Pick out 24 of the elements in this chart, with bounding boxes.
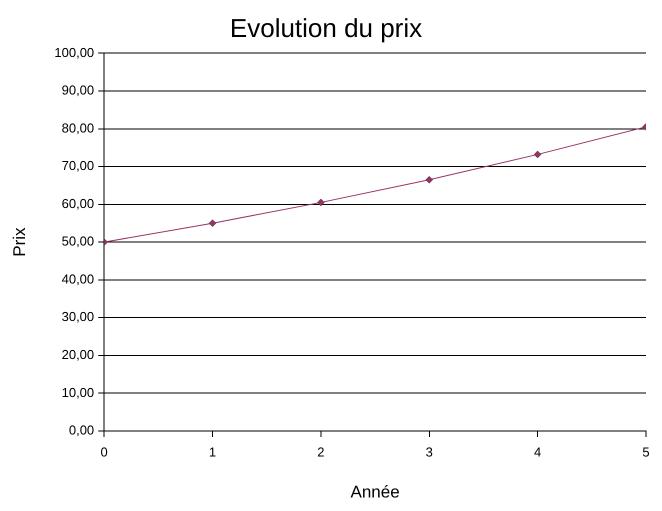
y-tick-label: 100,00 [54, 44, 94, 60]
x-tick-label: 3 [426, 444, 433, 460]
y-tick-label: 70,00 [62, 158, 94, 174]
y-tick-label: 60,00 [62, 196, 94, 211]
x-tick-label: 0 [100, 444, 108, 460]
x-tick-label: 2 [317, 444, 325, 460]
point [208, 219, 216, 227]
point [426, 176, 434, 184]
x-axis-title: Année [350, 482, 400, 502]
y-tick-label: 10,00 [62, 384, 94, 400]
point [317, 198, 325, 206]
chart-title: Evolution du prix [230, 12, 422, 43]
y-tick-label: 80,00 [62, 120, 94, 136]
x-tick-label: 4 [534, 444, 542, 460]
y-tick-label: 90,00 [62, 82, 94, 98]
x-tick-label: 5 [642, 444, 650, 460]
y-tick-label: 0,00 [68, 422, 94, 438]
y-tick-label: 20,00 [62, 347, 94, 362]
y-axis-title: Prix [10, 226, 29, 257]
y-tick-label: 50,00 [62, 234, 94, 249]
x-tick-label: 1 [208, 444, 216, 460]
point [534, 150, 542, 158]
y-tick-label: 40,00 [62, 271, 94, 286]
y-tick-label: 30,00 [62, 309, 94, 324]
